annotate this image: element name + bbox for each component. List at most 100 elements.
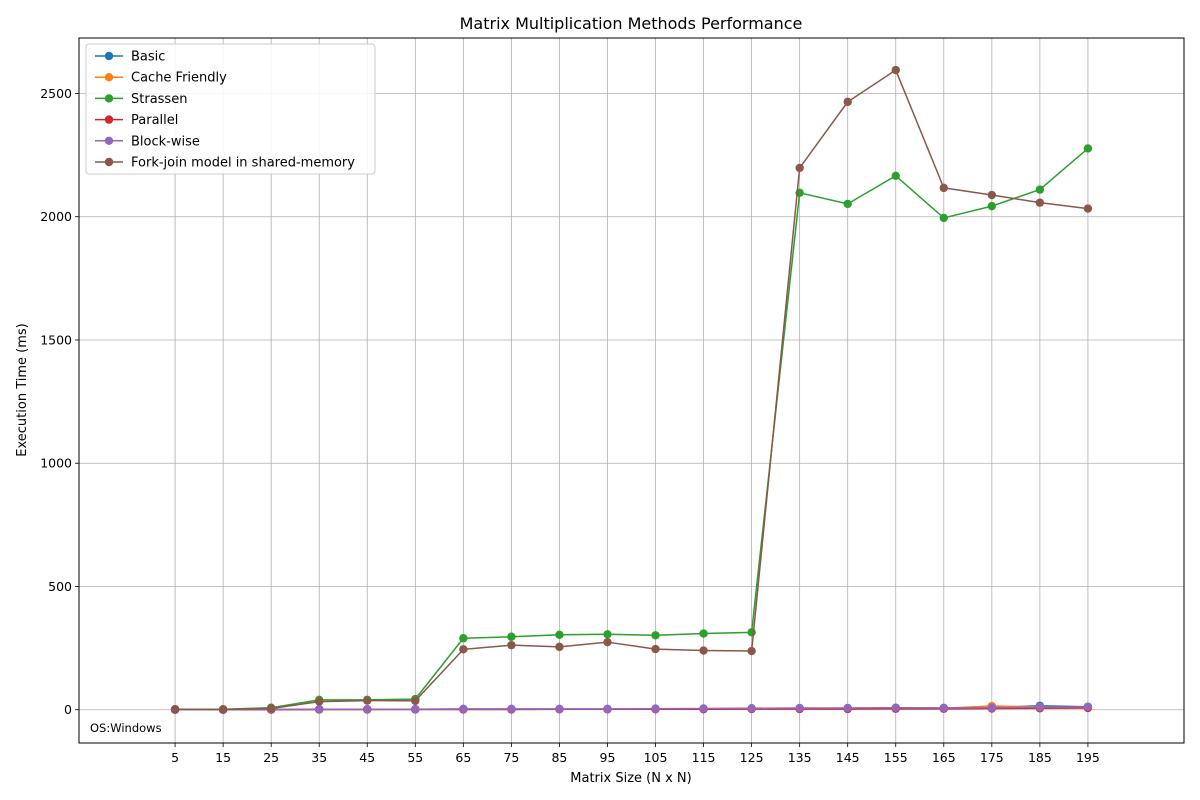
x-tick-label: 45: [359, 750, 375, 765]
y-tick-label: 0: [64, 702, 72, 717]
ticks: 5 15 25 35 45 55 65 75 85 95 105 115 125 135 145 155 165…: [40, 86, 1100, 765]
data-point-strassen: [555, 630, 564, 639]
data-point-block-wise: [1083, 702, 1093, 711]
data-point-fork-join-model-in-shared-memory: [843, 97, 852, 107]
x-tick-label: 145: [836, 750, 860, 765]
legend-swatch-marker: [104, 136, 114, 145]
plot-frame: [78, 37, 1185, 744]
data-point-fork-join-model-in-shared-memory: [315, 697, 324, 706]
data-point-fork-join-model-in-shared-memory: [747, 646, 756, 656]
series-line-block-wise: [175, 706, 1088, 711]
x-tick-label: 75: [503, 750, 519, 765]
data-point-fork-join-model-in-shared-memory: [699, 646, 708, 655]
y-axis-label: Execution Time (ms): [15, 323, 30, 456]
data-point-strassen: [507, 632, 516, 641]
data-point-block-wise: [795, 703, 804, 713]
legend-label: Strassen: [131, 92, 187, 107]
x-tick-label: 65: [455, 750, 471, 765]
data-point-strassen: [939, 213, 948, 223]
x-tick-label: 165: [932, 750, 956, 765]
series-line-strassen: [175, 147, 1089, 710]
legend-entry-cache-friendly: Cache Friendly: [95, 71, 227, 86]
data-point-strassen: [603, 630, 612, 639]
data-point-fork-join-model-in-shared-memory: [411, 696, 420, 706]
legend-swatch-marker: [104, 73, 114, 82]
series-line-fork-join-model-in-shared-memory: [175, 69, 1089, 711]
x-tick-label: 35: [311, 750, 327, 765]
y-tick-label: 1500: [40, 332, 72, 347]
x-tick-label: 155: [884, 750, 908, 765]
data-point-fork-join-model-in-shared-memory: [939, 183, 948, 193]
data-point-fork-join-model-in-shared-memory: [555, 642, 564, 652]
x-tick-label: 55: [407, 750, 423, 765]
data-point-strassen: [1083, 144, 1093, 153]
data-point-fork-join-model-in-shared-memory: [459, 645, 468, 654]
data-point-block-wise: [411, 705, 420, 714]
legend-swatch-marker: [104, 157, 114, 167]
y-tick-label: 1000: [40, 456, 72, 471]
data-point-block-wise: [651, 704, 660, 713]
legend-entry-fork-join-model-in-shared-memory: Fork-join model in shared-memory: [95, 156, 355, 171]
legend-label: Parallel: [131, 113, 178, 128]
data-point-block-wise: [939, 703, 948, 713]
x-axis-label: Matrix Size (N x N): [570, 771, 691, 786]
data-point-fork-join-model-in-shared-memory: [651, 644, 660, 654]
legend-entry-strassen: Strassen: [95, 92, 187, 107]
data-point-strassen: [459, 634, 468, 643]
x-tick-label: 85: [551, 750, 567, 765]
x-tick-label: 185: [1028, 750, 1052, 765]
legend-label: Basic: [131, 50, 165, 65]
y-tick-label: 2500: [40, 86, 72, 101]
x-tick-label: 95: [600, 750, 616, 765]
y-tick-label: 2000: [40, 209, 72, 224]
data-point-strassen: [651, 631, 660, 640]
data-point-strassen: [843, 199, 852, 209]
data-point-block-wise: [459, 704, 468, 714]
data-point-fork-join-model-in-shared-memory: [1083, 204, 1093, 213]
x-tick-label: 5: [171, 750, 179, 765]
data-point-strassen: [987, 201, 997, 211]
data-point-fork-join-model-in-shared-memory: [891, 65, 900, 75]
data-point-block-wise: [747, 704, 756, 713]
data-point-fork-join-model-in-shared-memory: [507, 640, 516, 650]
x-tick-label: 115: [692, 750, 716, 765]
y-tick-label: 500: [48, 579, 72, 594]
data-point-block-wise: [843, 703, 852, 713]
x-tick-label: 175: [980, 750, 1004, 765]
legend-entry-block-wise: Block-wise: [95, 134, 200, 149]
data-point-strassen: [891, 171, 900, 180]
data-point-block-wise: [315, 705, 324, 714]
x-tick-label: 195: [1076, 750, 1100, 765]
data-point-fork-join-model-in-shared-memory: [218, 705, 228, 714]
series-layer: [170, 65, 1093, 714]
data-point-fork-join-model-in-shared-memory: [603, 637, 612, 647]
data-point-strassen: [1035, 185, 1045, 194]
x-tick-label: 25: [263, 750, 279, 765]
data-point-block-wise: [1035, 703, 1045, 712]
data-point-block-wise: [891, 703, 900, 712]
os-annotation: OS:Windows: [90, 721, 162, 735]
legend-box: [85, 43, 376, 175]
data-point-block-wise: [603, 704, 612, 714]
legend-entry-basic: Basic: [95, 50, 165, 65]
legend-swatch-marker: [104, 94, 114, 103]
legend-swatch-marker: [104, 51, 114, 61]
x-tick-label: 105: [644, 750, 668, 765]
legend-label: Cache Friendly: [131, 71, 227, 86]
data-point-fork-join-model-in-shared-memory: [363, 696, 372, 705]
data-point-block-wise: [555, 704, 564, 714]
legend: Basic Cache Friendly Strassen Parallel Block…: [85, 43, 376, 175]
legend-label: Fork-join model in shared-memory: [131, 156, 355, 171]
data-point-fork-join-model-in-shared-memory: [170, 705, 180, 714]
data-point-block-wise: [507, 704, 516, 714]
data-point-block-wise: [363, 705, 372, 714]
x-tick-label: 135: [788, 750, 812, 765]
data-point-fork-join-model-in-shared-memory: [266, 704, 276, 713]
data-point-fork-join-model-in-shared-memory: [795, 163, 804, 173]
x-tick-label: 125: [740, 750, 764, 765]
chart-title: Matrix Multiplication Methods Performanc…: [460, 14, 803, 33]
data-point-block-wise: [699, 704, 708, 713]
series-fork-join-model-in-shared-memory: [170, 65, 1093, 714]
legend-swatch-marker: [104, 115, 114, 124]
